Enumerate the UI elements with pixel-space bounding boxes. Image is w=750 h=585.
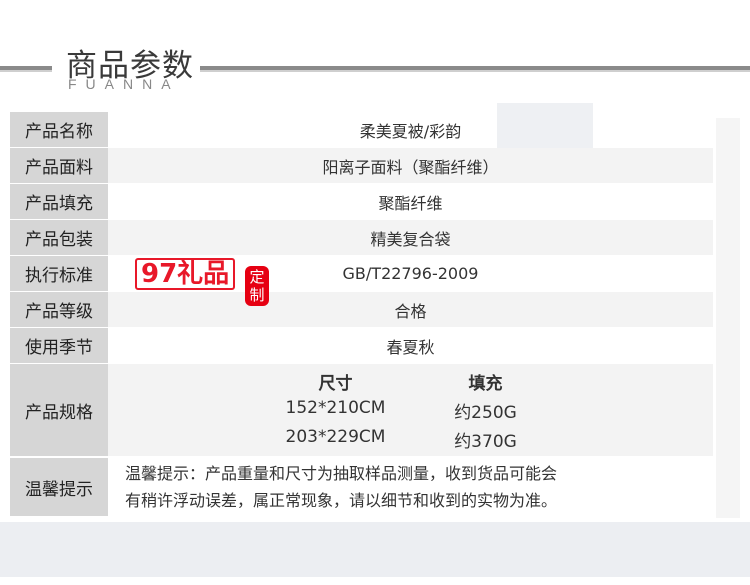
param-row: 使用季节 春夏秋 bbox=[10, 328, 713, 363]
param-row: 产品名称 柔美夏被/彩韵 bbox=[10, 112, 713, 147]
param-value: 春夏秋 bbox=[386, 337, 435, 357]
decor-edge bbox=[716, 118, 740, 518]
watermark-logo: 97礼品 bbox=[135, 258, 236, 290]
tip-row: 温馨提示 温馨提示：产品重量和尺寸为抽取样品测量，收到货品可能会 有稍许浮动误差… bbox=[10, 458, 713, 516]
tip-line-1: 温馨提示：产品重量和尺寸为抽取样品测量，收到货品可能会 bbox=[125, 464, 558, 483]
param-value: 柔美夏被/彩韵 bbox=[359, 121, 462, 141]
spec-table: 尺寸 填充 152*210CM 约250G 203*229CM 约370G bbox=[261, 369, 561, 452]
param-value: 精美复合袋 bbox=[108, 220, 713, 255]
param-value: GB/T22796-2009 bbox=[342, 264, 479, 283]
param-label: 产品等级 bbox=[10, 292, 108, 327]
param-label: 执行标准 bbox=[10, 256, 108, 291]
decor-block bbox=[497, 103, 593, 149]
spec-row: 产品规格 尺寸 填充 152*210CM 约250G 203*229CM 约37… bbox=[10, 364, 713, 456]
header-line-left bbox=[0, 66, 52, 72]
spec-fill-1: 约250G bbox=[454, 402, 517, 423]
param-value: 阳离子面料（聚酯纤维） bbox=[108, 148, 713, 183]
brand-subtitle: FUANNA bbox=[68, 76, 180, 92]
watermark-seal: 定制 bbox=[245, 266, 269, 306]
param-label: 产品面料 bbox=[10, 148, 108, 183]
bottom-band bbox=[0, 522, 750, 577]
param-label: 产品名称 bbox=[10, 112, 108, 147]
page-title: 商品参数 bbox=[66, 48, 194, 84]
tip-line-2: 有稍许浮动误差，属正常现象，请以细节和收到的实物为准。 bbox=[125, 491, 558, 510]
spec-header-fill: 填充 bbox=[468, 373, 503, 394]
param-row: 产品等级 合格 bbox=[10, 292, 713, 327]
tip-label: 温馨提示 bbox=[10, 458, 108, 516]
param-row: 产品填充 聚酯纤维 bbox=[10, 184, 713, 219]
spec-size-1: 152*210CM bbox=[285, 397, 386, 418]
spec-fill-2: 约370G bbox=[454, 431, 517, 452]
spec-label: 产品规格 bbox=[10, 364, 108, 456]
header-line-right bbox=[200, 66, 750, 72]
param-row: 产品面料 阳离子面料（聚酯纤维） bbox=[10, 148, 713, 183]
param-label: 产品包装 bbox=[10, 220, 108, 255]
param-row: 产品包装 精美复合袋 bbox=[10, 220, 713, 255]
param-row: 执行标准 GB/T22796-2009 bbox=[10, 256, 713, 291]
param-value: 合格 bbox=[108, 292, 713, 327]
param-label: 产品填充 bbox=[10, 184, 108, 219]
param-value: 聚酯纤维 bbox=[378, 193, 443, 213]
spec-header-size: 尺寸 bbox=[318, 373, 353, 394]
param-label: 使用季节 bbox=[10, 328, 108, 363]
spec-size-2: 203*229CM bbox=[285, 426, 386, 447]
